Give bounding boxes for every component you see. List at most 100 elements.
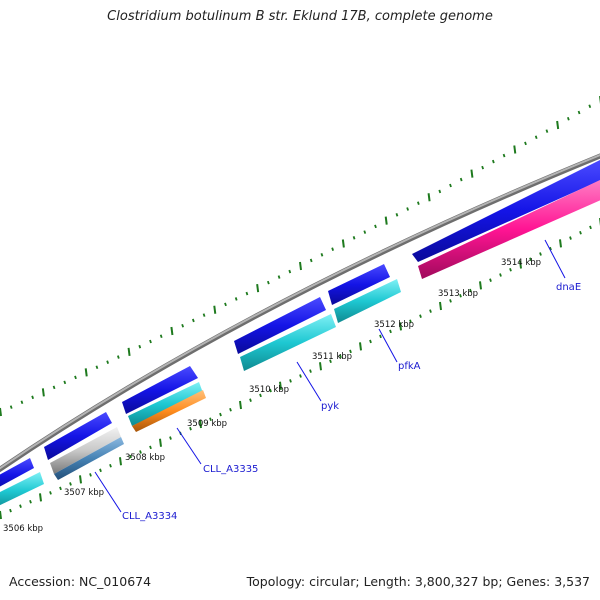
dot-track-tick	[567, 116, 570, 121]
scale-tick	[359, 342, 362, 351]
dot-track-tick	[470, 169, 474, 178]
gene-label-CLL_A3335[interactable]: CLL_A3335	[203, 464, 258, 475]
dot-track-tick	[138, 344, 142, 349]
scale-tick	[409, 319, 412, 324]
dot-track-tick	[41, 388, 45, 397]
dot-track-tick	[545, 129, 549, 133]
dot-track-tick	[234, 297, 238, 301]
scale-tick	[109, 463, 112, 468]
scale-tick	[429, 309, 432, 313]
reverse-cds-block	[334, 279, 401, 323]
scale-tick	[519, 260, 522, 269]
scale-tick	[459, 293, 462, 298]
dot-track-tick	[256, 283, 260, 293]
gene-labels: CLL_A3334 CLL_A3335 pyk pfkA dnaE	[122, 282, 581, 522]
dot-track-tick	[513, 145, 517, 154]
scale-tick	[399, 322, 402, 331]
scale-tick	[489, 278, 492, 282]
forward-cds-block	[44, 412, 112, 460]
gene-label-CLL_A3334[interactable]: CLL_A3334	[122, 511, 177, 522]
scale-tick	[319, 362, 322, 371]
scale-tick	[509, 267, 512, 272]
scale-tick	[449, 299, 452, 303]
dot-track-tick	[127, 347, 131, 357]
scale-label-3511: 3511 kbp	[312, 352, 352, 362]
scale-tick	[159, 438, 162, 447]
orange-feature-block	[132, 390, 206, 432]
dot-track-tick	[556, 120, 560, 130]
dot-track-tick	[52, 385, 56, 390]
scale-tick	[529, 257, 532, 262]
scale-tick	[9, 508, 12, 513]
dot-track-tick	[299, 261, 302, 271]
dot-track-tick	[363, 230, 367, 234]
dot-track-tick	[202, 313, 206, 317]
scale-tick	[39, 493, 42, 502]
scale-label-3510: 3510 kbp	[249, 385, 289, 395]
forward-strand-track	[0, 160, 600, 487]
scale-tick	[549, 246, 552, 251]
dot-track-tick	[417, 201, 420, 205]
scale-tick	[299, 374, 302, 378]
dot-track-tick	[534, 135, 538, 140]
scale-tick	[369, 339, 372, 344]
dot-track-tick	[374, 224, 377, 229]
dot-track-tick	[149, 339, 152, 344]
scale-tick	[19, 504, 22, 508]
genome-backbone	[0, 153, 600, 473]
forward-cds-block	[122, 366, 198, 414]
dot-track-tick	[31, 395, 34, 400]
scale-tick	[309, 369, 312, 373]
leader-line-pfkA	[378, 328, 398, 363]
scale-tick	[479, 281, 482, 290]
pink-feature-block	[418, 180, 600, 279]
steel-feature-block	[54, 437, 124, 480]
scale-tick	[169, 436, 172, 440]
forward-cds-block	[328, 264, 390, 305]
scale-tick	[249, 398, 252, 402]
reverse-cds-block	[0, 472, 44, 506]
scale-label-3512: 3512 kbp	[374, 320, 414, 330]
dot-track-tick	[449, 183, 452, 188]
dot-track-tick	[331, 247, 334, 251]
scale-tick	[59, 486, 62, 491]
reverse-strand-track	[0, 180, 600, 506]
scale-tick	[99, 468, 102, 473]
scale-tick	[499, 273, 502, 277]
dot-track-tick	[192, 318, 195, 323]
scale-tick	[29, 499, 32, 504]
dot-track-tick	[588, 104, 592, 109]
dot-track-tick	[502, 153, 506, 158]
dot-track-tick	[438, 189, 442, 194]
dot-track-tick	[181, 323, 184, 328]
dot-track-tick	[288, 269, 292, 274]
scale-tick	[289, 379, 292, 383]
scale-tick	[79, 475, 82, 484]
scale-tick	[149, 445, 152, 450]
gene-label-pyk[interactable]: pyk	[321, 401, 339, 412]
scale-label-3508: 3508 kbp	[125, 453, 165, 463]
dot-track-tick	[84, 368, 88, 377]
dot-track-tick	[406, 207, 409, 211]
scale-tick	[49, 491, 52, 495]
scale-tick	[209, 417, 212, 422]
scale-tick	[469, 288, 472, 293]
scale-tick	[349, 349, 352, 354]
dot-track-tick	[524, 141, 527, 146]
scale-tick	[279, 381, 282, 390]
dot-track-tick	[213, 305, 217, 314]
gene-label-pfkA[interactable]: pfkA	[398, 361, 421, 372]
genome-summary-text: Topology: circular; Length: 3,800,327 bp…	[246, 574, 590, 589]
gene-label-dnaE[interactable]: dnaE	[556, 282, 581, 293]
dot-track-tick	[106, 360, 109, 364]
reverse-cds-block	[240, 314, 336, 371]
leader-line-CLL_A3334	[94, 471, 122, 513]
dot-track-tick	[63, 380, 67, 385]
dot-track-tick	[267, 280, 270, 285]
scale-tick	[389, 329, 392, 334]
scale-tick	[269, 388, 272, 393]
gene-label-lines	[94, 239, 566, 513]
scale-tick	[379, 334, 382, 339]
